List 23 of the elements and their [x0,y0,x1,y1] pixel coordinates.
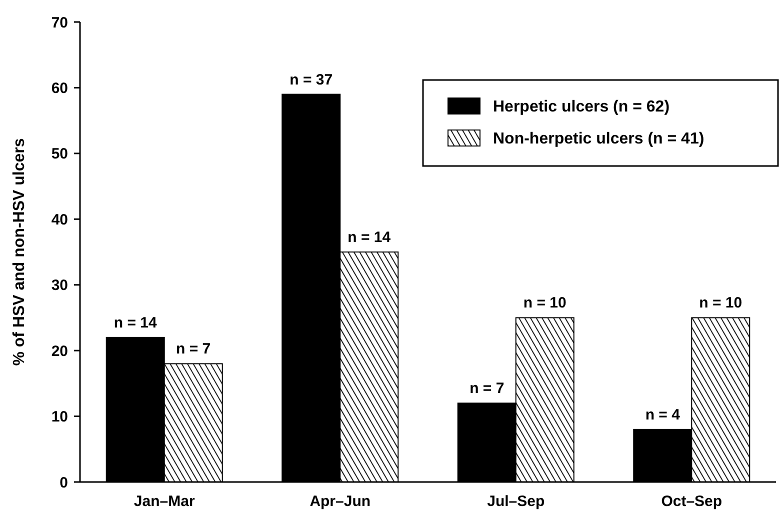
annotation: n = 7 [470,380,504,398]
annotation: n = 10 [699,294,742,312]
x-tick-label: Oct–Sep [661,493,722,510]
y-tick-label: 50 [51,146,68,163]
legend-label: Non-herpetic ulcers (n = 41) [493,130,704,148]
annotation: n = 4 [645,406,681,424]
y-tick-label: 0 [60,474,68,492]
y-tick-label: 10 [51,408,68,426]
legend-label: Herpetic ulcers (n = 62) [493,98,670,116]
annotation: n = 37 [290,71,333,88]
x-tick-label: Jul–Sep [487,493,545,510]
annotation: n = 14 [348,229,392,246]
y-tick-label: 60 [51,80,68,97]
y-tick-label: 40 [51,211,68,228]
annotation: n = 10 [523,294,566,312]
y-tick-label: 30 [51,277,68,294]
x-tick-label: Apr–Jun [310,493,371,510]
y-tick-label: 70 [51,14,68,32]
annotation: n = 7 [176,340,211,358]
y-tick-label: 20 [51,342,68,360]
y-axis-title: % of HSV and non-HSV ulcers [11,138,28,366]
annotation: n = 14 [114,314,158,332]
x-tick-label: Jan–Mar [134,493,195,510]
